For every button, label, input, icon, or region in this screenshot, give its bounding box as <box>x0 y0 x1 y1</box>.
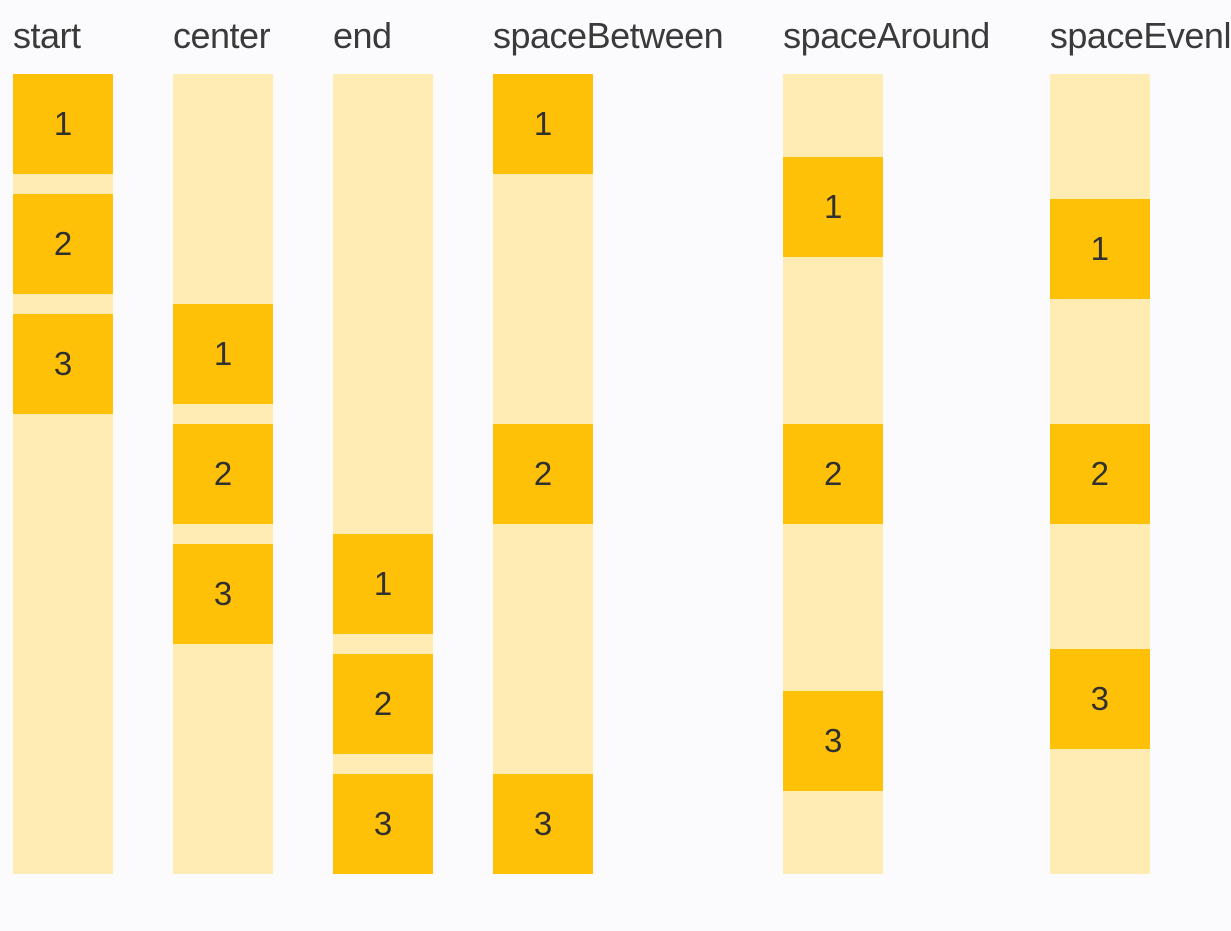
flex-item: 1 <box>333 534 433 634</box>
item-number: 1 <box>373 565 393 602</box>
item-number: 1 <box>53 105 73 142</box>
track-end: 1 2 3 <box>333 74 433 874</box>
track-space-around: 1 2 3 <box>783 74 884 874</box>
flex-item: 1 <box>173 304 273 404</box>
flex-item: 3 <box>333 774 433 874</box>
flex-item: 2 <box>13 194 113 294</box>
column-label-space-around: spaceAround <box>783 15 990 56</box>
flex-item: 2 <box>173 424 273 524</box>
group-center: center 1 2 3 <box>173 14 273 874</box>
item-number: 2 <box>373 685 393 722</box>
flex-item: 2 <box>333 654 433 754</box>
item-number: 3 <box>53 345 73 382</box>
column-label-space-between: spaceBetween <box>493 15 724 56</box>
item-number: 2 <box>823 454 843 492</box>
item-number: 3 <box>213 575 233 612</box>
item-number: 1 <box>533 105 553 142</box>
flex-item: 2 <box>783 423 884 524</box>
flex-item: 1 <box>13 74 113 174</box>
track-space-evenly: 1 2 3 <box>1049 74 1150 874</box>
flex-item: 3 <box>1049 649 1150 749</box>
item-number: 2 <box>1090 455 1109 492</box>
item-number: 2 <box>53 225 73 262</box>
item-number: 3 <box>1090 680 1109 717</box>
flex-item: 3 <box>783 690 884 791</box>
item-number: 3 <box>533 805 553 842</box>
flex-item: 1 <box>493 74 593 174</box>
flex-item: 1 <box>783 157 884 258</box>
item-number: 3 <box>823 721 843 759</box>
column-label-center: center <box>173 15 271 56</box>
column-label-start: start <box>13 15 81 56</box>
item-number: 1 <box>1090 230 1109 267</box>
column-label-space-evenly: spaceEvenly <box>1049 15 1231 56</box>
item-number: 2 <box>213 455 233 492</box>
group-space-evenly: spaceEvenly 1 2 3 <box>1049 14 1231 874</box>
track-center: 1 2 3 <box>173 74 273 874</box>
flex-item: 2 <box>493 424 593 524</box>
track-space-between: 1 2 3 <box>493 74 593 874</box>
item-number: 3 <box>373 805 393 842</box>
flex-item: 3 <box>493 774 593 874</box>
alignment-columns-row: start 1 2 3 center 1 2 3 end 1 2 3 <box>13 14 1231 874</box>
group-space-between: spaceBetween 1 2 3 <box>493 14 724 874</box>
flex-item: 3 <box>173 544 273 644</box>
group-space-around: spaceAround 1 2 3 <box>783 14 990 874</box>
flex-item: 1 <box>1049 199 1150 299</box>
item-number: 1 <box>823 188 843 226</box>
item-number: 2 <box>533 455 553 492</box>
group-end: end 1 2 3 <box>333 14 433 874</box>
flex-item: 2 <box>1049 424 1150 524</box>
column-label-end: end <box>333 15 392 56</box>
group-start: start 1 2 3 <box>13 14 113 874</box>
track-start: 1 2 3 <box>13 74 113 874</box>
item-number: 1 <box>213 335 233 372</box>
flex-item: 3 <box>13 314 113 414</box>
